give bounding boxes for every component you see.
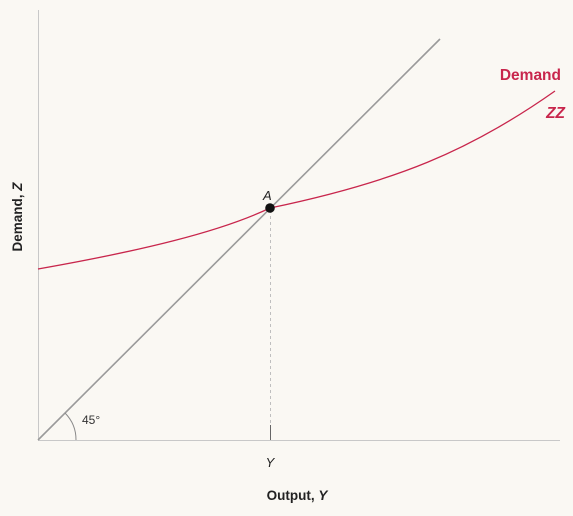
y-axis-label: Demand, Z: [10, 182, 25, 252]
curve-name-label: Demand: [500, 67, 561, 84]
x-axis-label-var: Y: [318, 488, 329, 503]
curve-id-label: ZZ: [545, 105, 565, 122]
point-a-marker: [265, 203, 275, 213]
tick-y-label: Y: [266, 455, 276, 470]
x-axis-label: Output, Y: [267, 488, 330, 503]
line-45-degree: [37, 38, 441, 441]
angle-arc: [64, 412, 77, 441]
x-axis-label-text: Output,: [267, 488, 319, 503]
y-axis-label-text: Demand,: [10, 191, 25, 252]
demand-curve-zz: [37, 90, 556, 270]
y-axis-label-var: Z: [10, 182, 25, 192]
point-a-label: A: [262, 188, 272, 203]
angle-label: 45°: [82, 413, 100, 427]
